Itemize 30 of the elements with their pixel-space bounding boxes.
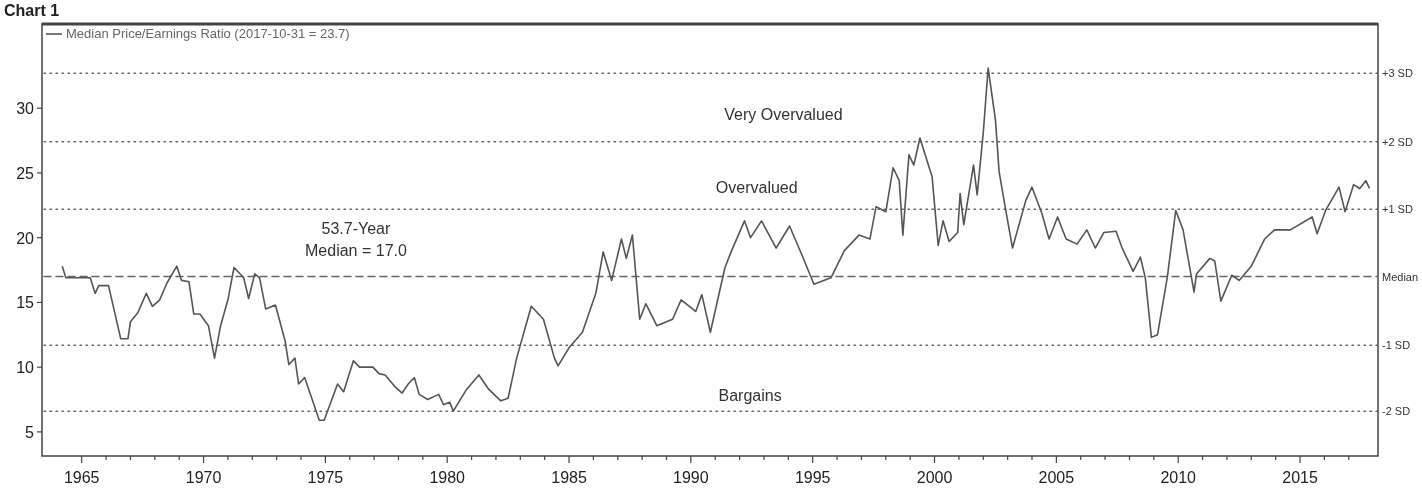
y-tick-label: 20 <box>16 229 35 247</box>
x-tick-label: 2015 <box>1282 469 1318 486</box>
x-tick-label: 1985 <box>551 469 587 486</box>
ref-line-label: -2 SD <box>1382 405 1411 418</box>
x-tick-label: 1970 <box>185 469 222 486</box>
annotation: Bargains <box>718 386 782 404</box>
annotation: 53.7-Year Median = 17.0 <box>305 220 407 259</box>
y-tick-label: 25 <box>16 164 35 182</box>
x-tick-label: 1995 <box>794 469 831 486</box>
annotation: Overvalued <box>715 179 798 197</box>
y-tick-label: 5 <box>25 423 35 441</box>
y-tick-label: 30 <box>16 100 35 118</box>
ref-line-label: +1 SD <box>1382 203 1413 216</box>
ref-line-label: +3 SD <box>1382 67 1413 80</box>
annotation: Very Overvalued <box>724 105 843 123</box>
ref-line-label: +2 SD <box>1382 135 1413 148</box>
x-tick-label: 2010 <box>1160 469 1197 486</box>
chart-title: Chart 1 <box>4 2 60 19</box>
line-series <box>61 67 1371 422</box>
x-tick-label: 1990 <box>673 469 709 486</box>
x-tick-label: 1975 <box>307 469 344 486</box>
y-tick-label: 15 <box>16 294 35 312</box>
x-tick-label: 2005 <box>1038 469 1075 486</box>
legend-label: Median Price/Earnings Ratio (2017-10-31 = 23.7) <box>66 26 350 41</box>
x-tick-label: 2000 <box>916 469 953 486</box>
x-tick-label: 1980 <box>429 469 466 486</box>
ref-line-label: Median <box>1382 270 1419 283</box>
x-tick-label: 1965 <box>63 469 100 486</box>
ref-line-label: -1 SD <box>1382 339 1411 352</box>
y-tick-label: 10 <box>16 359 35 377</box>
